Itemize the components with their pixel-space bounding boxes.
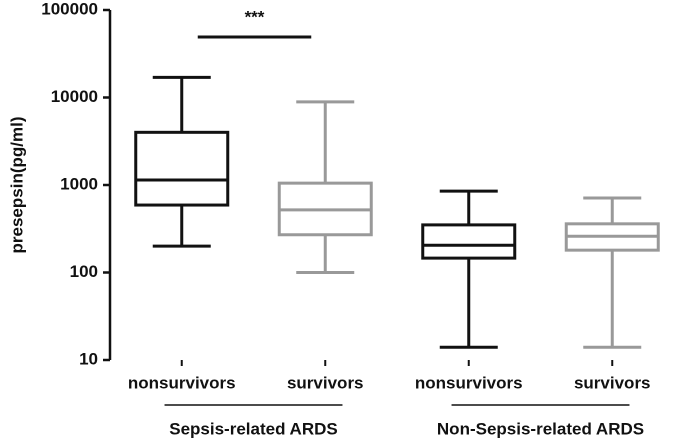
y-axis-label: presepsin(pg/ml) <box>7 117 26 254</box>
significance-label: *** <box>245 7 265 26</box>
box <box>421 223 517 260</box>
group-label: Non-Sepsis-related ARDS <box>437 419 644 438</box>
x-tick-label: nonsurvivors <box>128 373 236 392</box>
x-tick-label: nonsurvivors <box>415 373 523 392</box>
box <box>134 130 230 207</box>
group-label: Sepsis-related ARDS <box>169 419 337 438</box>
x-tick-label: survivors <box>574 373 651 392</box>
y-tick-label: 10 <box>79 349 98 368</box>
y-tick-label: 100 <box>70 262 98 281</box>
y-tick-label: 10000 <box>51 87 98 106</box>
x-tick-label: survivors <box>287 373 364 392</box>
y-tick-label: 100000 <box>41 0 98 18</box>
y-tick-label: 1000 <box>60 174 98 193</box>
